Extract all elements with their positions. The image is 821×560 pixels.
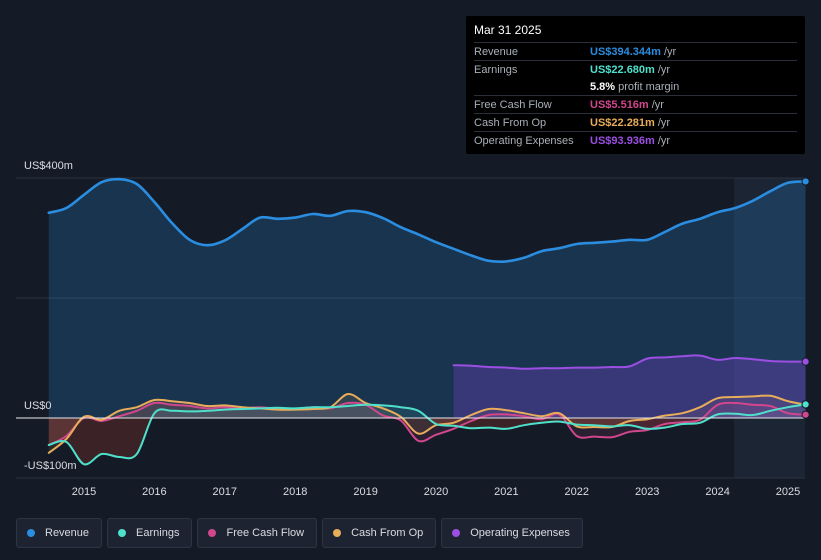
- tooltip-date: Mar 31 2025: [474, 23, 542, 37]
- operating-expenses-area: [453, 355, 806, 418]
- earnings-endpoint: [801, 400, 810, 409]
- x-tick-label: 2018: [283, 486, 307, 498]
- legend-item-operating-expenses[interactable]: Operating Expenses: [441, 518, 583, 548]
- y-label-bottom: -US$100m: [24, 460, 77, 472]
- cash-from-op-line: [47, 392, 807, 454]
- tooltip-row-label: Cash From Op: [474, 116, 547, 129]
- tooltip-row-unit: profit margin: [618, 80, 680, 93]
- tooltip-row-label: Free Cash Flow: [474, 98, 552, 111]
- revenue-endpoint: [801, 177, 810, 186]
- data-tooltip: Mar 31 2025 Revenue US$394.344m/yr Earning…: [466, 16, 805, 154]
- cash-from-op-negative-area: [48, 418, 806, 453]
- tooltip-row: Revenue US$394.344m/yr: [474, 42, 797, 60]
- y-label-top: US$400m: [24, 160, 73, 172]
- legend-label: Free Cash Flow: [226, 527, 305, 539]
- tooltip-row-unit: /yr: [657, 134, 671, 147]
- legend-dot-icon: [208, 529, 217, 537]
- tooltip-row-label: Revenue: [474, 45, 519, 58]
- tooltip-row-label: Operating Expenses: [474, 134, 574, 147]
- legend-label: Cash From Op: [351, 527, 424, 539]
- legend-item-earnings[interactable]: Earnings: [107, 518, 193, 548]
- operating-expenses-endpoint: [801, 357, 810, 366]
- tooltip-row-value: US$5.516m: [590, 98, 649, 111]
- legend-item-free-cash-flow[interactable]: Free Cash Flow: [197, 518, 318, 548]
- legend-dot-icon: [118, 529, 127, 537]
- tooltip-row-label: Earnings: [474, 63, 518, 76]
- legend-label: Operating Expenses: [470, 527, 570, 539]
- x-tick-label: 2015: [72, 486, 96, 498]
- x-tick-label: 2019: [353, 486, 377, 498]
- x-tick-label: 2025: [776, 486, 800, 498]
- x-tick-label: 2017: [213, 486, 237, 498]
- tooltip-row: Cash From Op US$22.281m/yr: [474, 113, 797, 131]
- x-tick-label: 2020: [424, 486, 448, 498]
- tooltip-row-value: US$394.344m: [590, 45, 661, 58]
- legend-item-cash-from-op[interactable]: Cash From Op: [322, 518, 437, 548]
- tooltip-row-value: 5.8%: [590, 80, 616, 93]
- legend-dot-icon: [452, 529, 461, 537]
- tooltip-row: Earnings US$22.680m/yr: [474, 60, 797, 78]
- x-tick-label: 2022: [565, 486, 589, 498]
- legend-dot-icon: [27, 529, 35, 537]
- earnings-negative-area: [48, 418, 806, 465]
- earnings-area: [48, 404, 806, 418]
- cash-from-op-area: [48, 393, 806, 418]
- tooltip-row: Free Cash Flow US$5.516m/yr: [474, 95, 797, 113]
- tooltip-row-value: US$93.936m: [590, 134, 655, 147]
- legend-dot-icon: [333, 529, 342, 537]
- x-tick-label: 2023: [635, 486, 659, 498]
- x-tick-label: 2016: [142, 486, 166, 498]
- revenue-area: [48, 179, 806, 418]
- x-tick-label: 2024: [705, 486, 729, 498]
- x-tick-label: 2021: [494, 486, 518, 498]
- tooltip-row-unit: /yr: [651, 98, 664, 111]
- tooltip-row-unit: /yr: [657, 63, 671, 76]
- operating-expenses-line: [452, 354, 807, 370]
- tooltip-row-value: US$22.680m: [590, 63, 655, 76]
- free-cash-flow-endpoint: [801, 410, 810, 419]
- chart-legend: Revenue Earnings Free Cash Flow Cash From O…: [16, 518, 588, 548]
- legend-item-revenue[interactable]: Revenue: [16, 518, 103, 548]
- legend-label: Revenue: [45, 527, 90, 539]
- forecast-shade: [734, 178, 805, 478]
- tooltip-row-unit: /yr: [663, 45, 677, 58]
- legend-label: Earnings: [136, 527, 180, 539]
- tooltip-row-value: US$22.281m: [590, 116, 655, 129]
- y-label-zero: US$0: [24, 400, 52, 412]
- free-cash-flow-line: [47, 401, 807, 446]
- tooltip-row-unit: /yr: [657, 116, 671, 129]
- tooltip-row: Operating Expenses US$93.936m/yr: [474, 131, 797, 149]
- revenue-line: [47, 177, 807, 263]
- tooltip-row: 5.8% profit margin: [474, 78, 797, 95]
- free-cash-flow-area: [48, 402, 806, 418]
